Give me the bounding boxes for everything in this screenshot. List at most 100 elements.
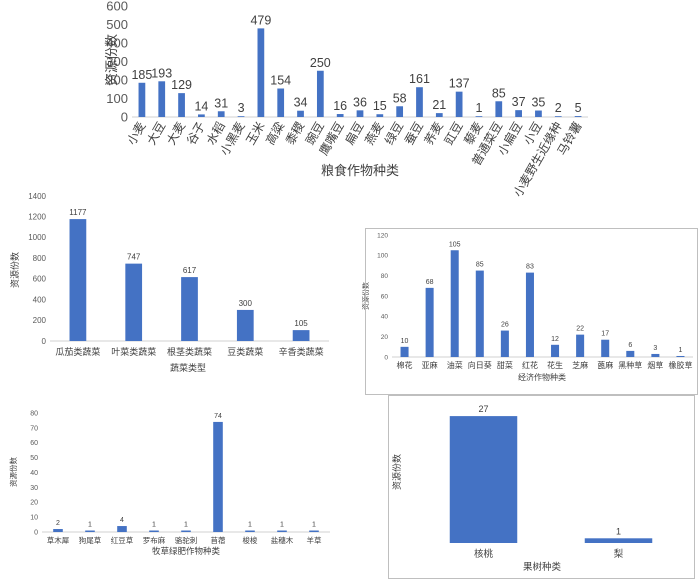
y-tick-label: 1200 — [28, 213, 46, 222]
y-tick-label: 20 — [30, 500, 38, 507]
data-label: 85 — [476, 262, 484, 269]
data-label: 12 — [551, 336, 559, 343]
data-label: 14 — [194, 99, 208, 113]
bar-蓖麻 — [601, 339, 610, 357]
category-label: 芝麻 — [572, 360, 588, 370]
bar-棉花 — [400, 346, 409, 357]
y-axis-title: 资源份数 — [105, 34, 120, 86]
bar-梨 — [584, 538, 653, 543]
bar-红豆草 — [117, 526, 127, 532]
data-label: 105 — [294, 319, 308, 328]
data-label: 129 — [171, 78, 192, 92]
bar-罗布麻 — [149, 530, 159, 532]
y-tick-label: 0 — [384, 354, 388, 361]
category-label: 瓜茄类蔬菜 — [55, 346, 100, 358]
data-label: 161 — [409, 72, 430, 86]
bar-梭梭 — [245, 530, 255, 532]
panel-frame-fruit — [388, 395, 695, 579]
bar-黑种草 — [626, 350, 635, 357]
data-label: 58 — [393, 91, 407, 105]
bar-鹰嘴豆 — [336, 114, 344, 117]
data-label: 1 — [152, 522, 156, 529]
data-label: 16 — [333, 99, 347, 113]
y-axis-title: 资源份数 — [391, 454, 403, 490]
category-label: 辛香类蔬菜 — [279, 346, 324, 358]
data-label: 21 — [432, 98, 446, 112]
category-label: 谷子 — [184, 120, 208, 148]
bar-亚麻 — [425, 287, 434, 357]
data-label: 6 — [628, 342, 632, 349]
category-label: 橡胶草 — [668, 360, 692, 370]
category-label: 梨 — [614, 548, 624, 560]
bar-小麦 — [138, 82, 146, 117]
y-tick-label: 400 — [33, 295, 47, 304]
bar-水稻 — [217, 111, 225, 117]
y-tick-label: 20 — [381, 334, 389, 341]
category-label: 扁豆 — [342, 120, 366, 148]
category-label: 亚麻 — [422, 360, 438, 370]
bar-根茎类蔬菜 — [181, 277, 198, 341]
bar-小豆 — [535, 110, 542, 117]
x-axis-title: 经济作物种类 — [518, 372, 566, 382]
bar-叶菜类蔬菜 — [125, 263, 143, 341]
y-tick-label: 120 — [377, 232, 388, 239]
data-label: 1 — [679, 347, 683, 354]
category-label: 高粱 — [262, 119, 287, 147]
data-label: 193 — [151, 66, 172, 80]
bar-藜麦 — [475, 116, 483, 117]
data-label: 36 — [353, 95, 367, 109]
category-label: 狗尾草 — [79, 535, 102, 545]
bar-大麦 — [178, 93, 185, 117]
data-label: 34 — [294, 96, 308, 110]
y-tick-label: 1000 — [28, 233, 46, 242]
category-label: 蓖麻 — [597, 360, 613, 370]
y-tick-label: 1400 — [28, 192, 46, 201]
data-label: 4 — [120, 517, 124, 524]
bar-瓜茄类蔬菜 — [69, 219, 87, 341]
category-label: 荞麦 — [422, 120, 446, 148]
y-tick-label: 600 — [33, 275, 47, 284]
y-tick-label: 70 — [30, 425, 38, 432]
data-label: 1177 — [69, 208, 87, 217]
data-label: 17 — [601, 331, 609, 338]
bar-黍稷 — [297, 110, 304, 117]
data-label: 2 — [555, 101, 562, 115]
bar-油菜 — [450, 250, 459, 357]
bar-马铃薯 — [574, 116, 582, 117]
data-label: 1 — [184, 522, 188, 529]
bar-高粱 — [277, 88, 285, 117]
data-label: 1 — [312, 522, 316, 529]
data-label: 617 — [183, 266, 197, 275]
category-label: 核桃 — [474, 548, 494, 560]
category-label: 大豆 — [144, 120, 168, 148]
y-tick-label: 80 — [381, 273, 389, 280]
y-tick-label: 800 — [33, 254, 47, 263]
category-label: 红豆草 — [111, 535, 134, 545]
bar-豇豆 — [455, 91, 463, 117]
data-label: 68 — [426, 279, 434, 286]
bar-烟草 — [651, 353, 660, 357]
bar-燕麦 — [376, 114, 384, 117]
y-tick-label: 40 — [30, 470, 38, 477]
y-tick-label: 80 — [30, 410, 38, 417]
y-tick-label: 100 — [377, 253, 388, 260]
data-label: 105 — [449, 241, 461, 248]
data-label: 2 — [56, 520, 60, 527]
category-label: 烟草 — [647, 360, 663, 370]
data-label: 3 — [238, 101, 245, 115]
data-label: 1 — [280, 522, 284, 529]
category-label: 花生 — [547, 360, 563, 370]
y-tick-label: 600 — [106, 0, 128, 14]
data-label: 15 — [373, 99, 387, 113]
panel-frame-economic — [365, 228, 698, 395]
category-label: 根茎类蔬菜 — [167, 346, 212, 358]
data-label: 137 — [449, 77, 470, 91]
category-label: 蚕豆 — [402, 120, 426, 148]
category-label: 甜菜 — [497, 360, 513, 370]
data-label: 35 — [531, 96, 545, 110]
category-label: 豇豆 — [442, 120, 466, 148]
bar-甜菜 — [500, 330, 509, 357]
data-label: 26 — [501, 322, 509, 329]
category-label: 黍稷 — [283, 120, 307, 148]
